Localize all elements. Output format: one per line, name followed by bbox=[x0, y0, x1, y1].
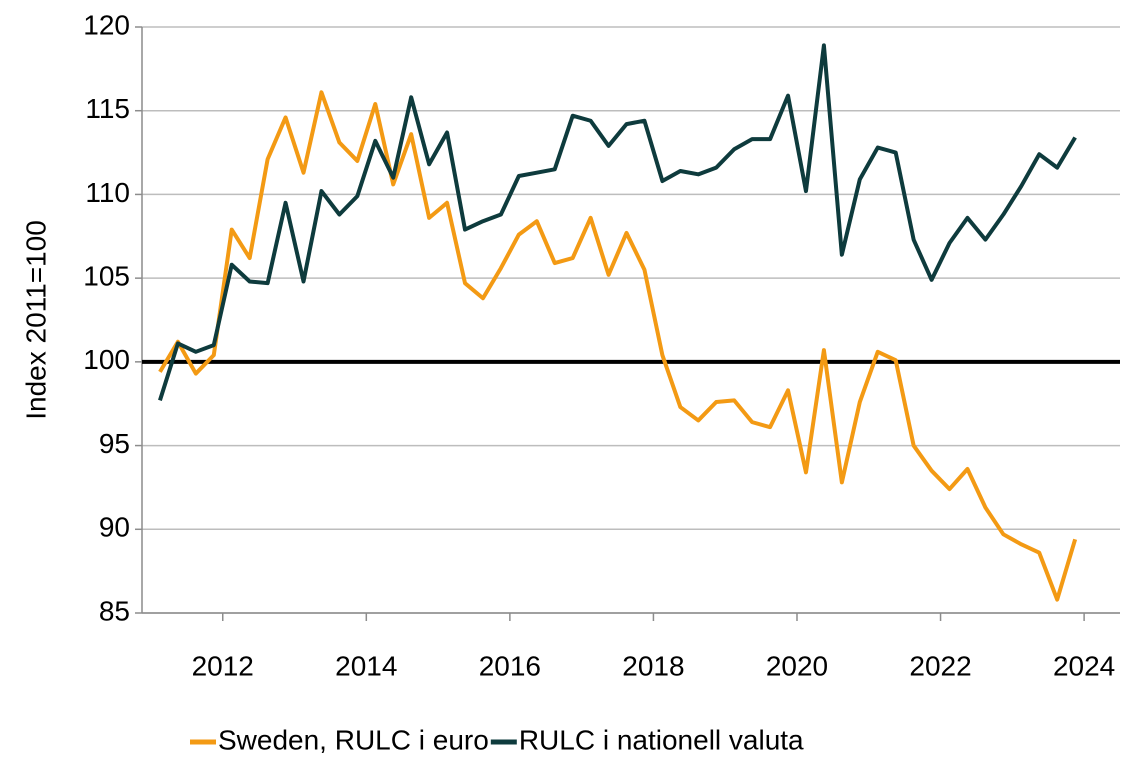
legend-label: RULC i nationell valuta bbox=[519, 724, 804, 755]
y-tick-label: 100 bbox=[83, 344, 130, 375]
y-axis-label: Index 2011=100 bbox=[20, 220, 51, 420]
x-tick-label: 2012 bbox=[192, 650, 254, 681]
x-tick-label: 2014 bbox=[335, 650, 397, 681]
x-tick-label: 2016 bbox=[479, 650, 541, 681]
data-line bbox=[158, 90, 1078, 602]
y-tick-label: 90 bbox=[99, 512, 130, 543]
data-line bbox=[158, 43, 1077, 401]
y-tick-label: 120 bbox=[83, 9, 130, 40]
legend-label: Sweden, RULC i euro bbox=[218, 724, 489, 755]
y-tick-label: 115 bbox=[85, 93, 130, 124]
x-tick-label: 2018 bbox=[622, 650, 684, 681]
y-tick-label: 95 bbox=[99, 428, 130, 459]
y-tick-label: 110 bbox=[85, 177, 130, 208]
y-tick-label: 85 bbox=[99, 595, 130, 626]
x-tick-label: 2022 bbox=[909, 650, 971, 681]
y-tick-label: 105 bbox=[83, 261, 130, 292]
x-tick-label: 2024 bbox=[1053, 650, 1115, 681]
x-tick-label: 2020 bbox=[766, 650, 828, 681]
